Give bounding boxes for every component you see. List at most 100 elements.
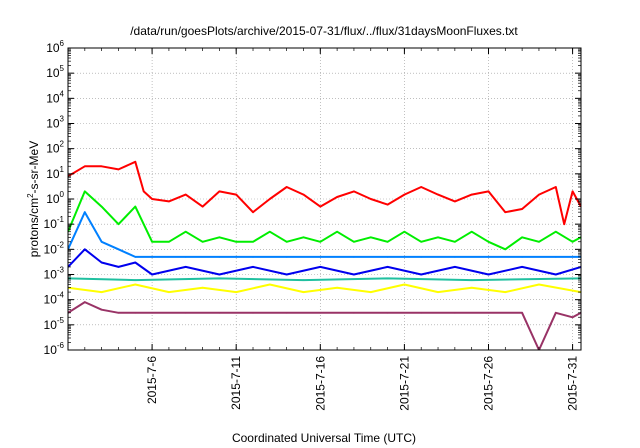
data-point bbox=[521, 256, 523, 258]
data-point bbox=[470, 193, 473, 196]
data-point bbox=[269, 230, 271, 233]
data-point bbox=[437, 193, 439, 196]
data-point bbox=[117, 223, 120, 225]
data-point bbox=[134, 256, 137, 258]
data-point bbox=[555, 186, 557, 188]
y-tick-label: 10-2 bbox=[44, 240, 65, 256]
data-point bbox=[504, 291, 507, 293]
data-point bbox=[386, 312, 389, 314]
data-point bbox=[487, 256, 490, 258]
data-point bbox=[117, 312, 120, 314]
series-line-1 bbox=[68, 190, 581, 251]
series-line-4 bbox=[68, 277, 581, 282]
data-point bbox=[252, 312, 254, 314]
data-point bbox=[487, 241, 490, 243]
y-tick-label: 10-3 bbox=[44, 266, 65, 282]
data-point bbox=[521, 312, 523, 314]
data-point bbox=[336, 196, 338, 198]
data-point bbox=[201, 205, 204, 208]
data-point bbox=[252, 266, 254, 268]
data-point bbox=[142, 190, 145, 193]
data-point bbox=[437, 291, 439, 293]
y-tick-label: 105 bbox=[46, 64, 64, 80]
data-point bbox=[420, 312, 423, 314]
data-point bbox=[269, 198, 271, 200]
data-point bbox=[218, 190, 221, 193]
data-point bbox=[168, 291, 170, 293]
data-point bbox=[151, 241, 153, 243]
y-tick-label: 106 bbox=[46, 39, 64, 55]
data-point bbox=[218, 277, 221, 280]
data-point bbox=[353, 273, 355, 276]
data-point bbox=[100, 165, 103, 168]
data-point bbox=[420, 273, 423, 276]
series-group bbox=[68, 160, 581, 350]
data-point bbox=[134, 205, 137, 208]
data-point bbox=[386, 241, 389, 243]
x-tick-label: 2015-7-16 bbox=[313, 356, 327, 411]
data-point bbox=[84, 301, 86, 303]
data-point bbox=[319, 256, 322, 258]
data-point bbox=[403, 283, 406, 286]
data-point bbox=[201, 241, 204, 243]
data-point bbox=[538, 241, 540, 243]
data-point bbox=[218, 273, 221, 276]
x-tick-label: 2015-7-31 bbox=[566, 356, 580, 411]
data-point bbox=[454, 312, 456, 314]
data-point bbox=[386, 266, 389, 268]
data-point bbox=[420, 256, 423, 258]
chart-title: /data/run/goesPlots/archive/2015-07-31/f… bbox=[130, 24, 518, 38]
data-point bbox=[571, 190, 574, 193]
data-point bbox=[285, 273, 288, 276]
data-point bbox=[218, 312, 221, 314]
data-point bbox=[353, 241, 355, 243]
data-point bbox=[117, 168, 120, 171]
y-tick-label: 100 bbox=[46, 190, 64, 206]
data-point bbox=[353, 190, 355, 193]
data-point bbox=[285, 256, 288, 258]
data-point bbox=[134, 161, 137, 163]
data-point bbox=[84, 211, 86, 213]
data-point bbox=[319, 205, 322, 208]
data-point bbox=[84, 165, 86, 168]
data-point bbox=[521, 236, 523, 239]
data-point bbox=[134, 261, 137, 264]
data-point bbox=[151, 312, 153, 314]
data-point bbox=[184, 230, 187, 233]
data-point bbox=[235, 193, 237, 196]
data-point bbox=[521, 266, 523, 268]
data-point bbox=[235, 291, 237, 293]
y-axis-label: protons/cm2-s-sr-MeV bbox=[26, 141, 41, 257]
data-point bbox=[420, 186, 423, 188]
data-point bbox=[336, 230, 338, 233]
data-point bbox=[252, 241, 254, 243]
data-point bbox=[100, 308, 103, 311]
data-point bbox=[100, 291, 103, 293]
data-point bbox=[470, 286, 473, 289]
data-point bbox=[168, 200, 170, 203]
data-point bbox=[151, 198, 153, 200]
data-point bbox=[319, 312, 322, 314]
data-point bbox=[386, 277, 389, 280]
data-point bbox=[252, 256, 254, 258]
y-tick-label: 10-5 bbox=[44, 316, 65, 332]
data-point bbox=[100, 261, 103, 264]
data-point bbox=[285, 241, 288, 243]
data-point bbox=[184, 266, 187, 268]
data-point bbox=[437, 236, 439, 239]
data-point bbox=[302, 236, 305, 239]
data-point bbox=[504, 211, 507, 213]
data-point bbox=[370, 236, 372, 239]
y-tick-label: 101 bbox=[46, 165, 64, 181]
data-point bbox=[302, 279, 305, 281]
data-point bbox=[403, 193, 406, 196]
data-point bbox=[386, 203, 389, 206]
data-point bbox=[151, 273, 153, 276]
data-point bbox=[470, 230, 473, 233]
data-point bbox=[151, 256, 153, 258]
y-tick-label: 10-4 bbox=[44, 291, 65, 307]
data-point bbox=[555, 230, 557, 233]
x-tick-label: 2015-7-26 bbox=[481, 356, 495, 411]
y-tick-label: 10-6 bbox=[44, 341, 65, 357]
